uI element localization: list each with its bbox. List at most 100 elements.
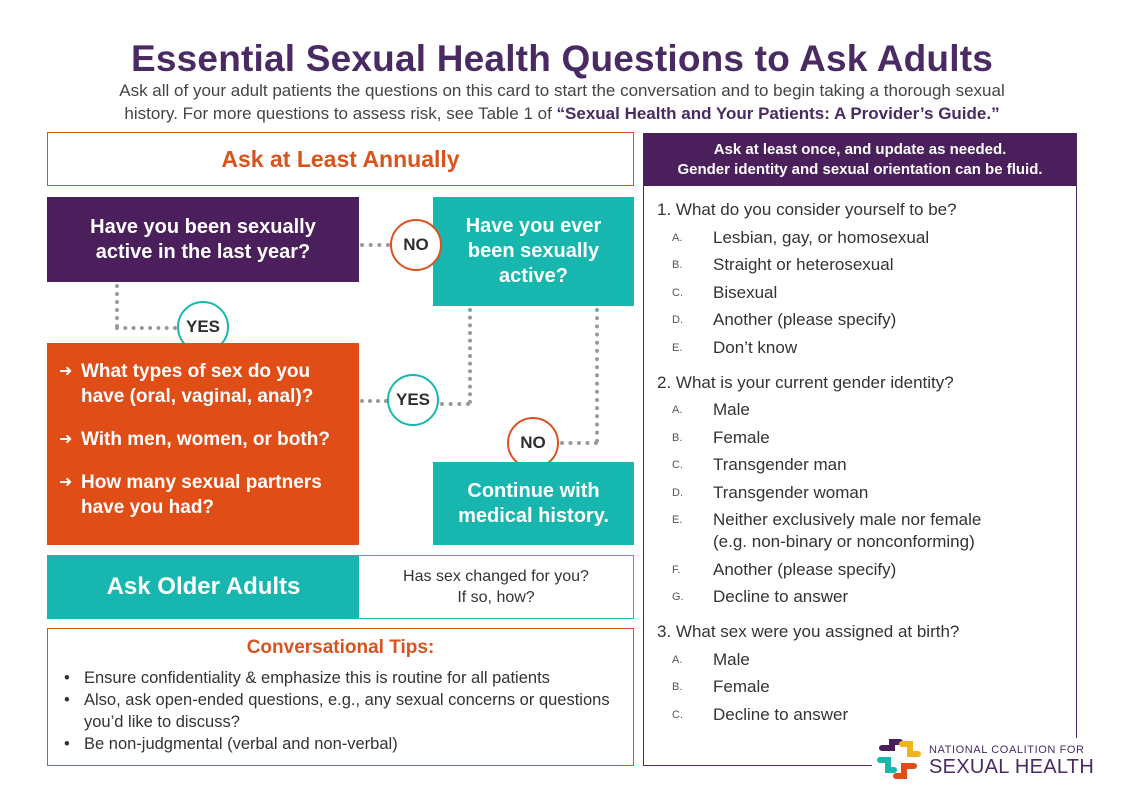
yes-bubble-2: YES [387,374,439,426]
option-text: Straight or heterosexual [713,255,894,274]
identity-questions-panel: Ask at least once, and update as needed.… [643,133,1077,766]
ncsh-logo-icon [877,739,921,779]
answer-option: C. Decline to answer [657,704,1068,726]
answer-option: B. Female [657,676,1068,698]
option-text: Male [713,649,750,669]
answer-option: G. Decline to answer [657,586,1068,608]
connector-line [560,441,598,445]
logo-name: SEXUAL HEALTH [929,756,1095,778]
option-letter: B. [672,259,683,271]
option-letter: B. [672,681,683,693]
question-block-orientation: 1. What do you consider yourself to be? … [644,199,1076,359]
question-text: With men, women, or both? [81,429,330,450]
connector-line [440,402,470,406]
tip-item: Be non-judgmental (verbal and non-verbal… [62,733,619,755]
question-ever-sexually-active: Have you ever been sexually active? [433,197,634,306]
answer-option: A. Male [657,399,1068,421]
option-text: Another (please specify) [713,310,897,329]
intro-line-2: history. For more questions to assess ri… [124,104,557,123]
older-adults-label: Ask Older Adults [48,556,359,618]
connector-line [115,284,119,328]
page-title: Essential Sexual Health Questions to Ask… [131,38,993,79]
option-letter: F. [672,563,681,576]
option-text: Decline to answer [713,704,849,724]
option-text: Lesbian, gay, or homosexual [713,227,930,247]
answer-option: F. Another (please specify) [657,559,1068,581]
option-letter: A. [672,653,683,666]
answer-option: D. Another (please specify) [657,309,1068,331]
older-question-line-2: If so, how? [457,589,535,606]
question-block-assigned-sex: 3. What sex were you assigned at birth? … [644,621,1076,726]
option-letter: C. [672,708,683,721]
answer-option: C. Bisexual [657,282,1068,304]
connector-line [360,399,388,403]
option-text: Don’t know [713,337,798,357]
answer-option: B. Straight or heterosexual [657,254,1068,276]
option-letter: B. [672,431,683,444]
option-text: Female [713,677,770,696]
identity-panel-header: Ask at least once, and update as needed.… [644,133,1076,186]
older-question-line-1: Has sex changed for you? [403,568,589,585]
connector-line [360,243,390,247]
intro-line-1: Ask all of your adult patients the quest… [119,81,1005,100]
question-item: ➜ How many sexual partners have you had? [59,470,349,520]
option-text: Transgender man [713,455,847,474]
question-sexually-active-last-year: Have you been sexually active in the las… [47,197,359,282]
identity-header-line-2: Gender identity and sexual orientation c… [677,160,1043,178]
provider-guide-title: “Sexual Health and Your Patients: A Prov… [556,104,1000,123]
connector-line [595,308,599,443]
option-letter: D. [672,486,683,499]
answer-option: C. Transgender man [657,454,1068,476]
option-text: Decline to answer [713,587,849,606]
connector-line [115,326,177,330]
option-text: Transgender woman [713,482,869,502]
option-text: Female [713,427,770,447]
option-letter: C. [672,286,683,299]
tips-list: Ensure confidentiality & emphasize this … [62,667,619,755]
answer-option: E. Neither exclusively male nor female (e.… [657,509,1068,553]
annual-header: Ask at Least Annually [47,132,634,186]
option-letter: G. [672,591,684,603]
identity-header-line-1: Ask at least once, and update as needed. [713,140,1007,158]
option-letter: E. [672,514,683,526]
sexual-history-questions: ➜ What types of sex do you have (oral, v… [47,343,359,545]
connector-line [468,308,472,404]
question-text: How many sexual partners have you had? [81,472,322,518]
option-text: Neither exclusively male nor female (e.g.… [696,509,981,553]
arrow-icon: ➜ [59,363,73,380]
arrow-icon: ➜ [59,431,73,448]
option-text: Bisexual [713,282,778,302]
question-title: 2. What is your current gender identity? [657,372,954,392]
answer-option: B. Female [657,427,1068,449]
option-text-line-2: (e.g. non-binary or nonconforming) [713,532,975,551]
answer-option: A. Male [657,649,1068,671]
option-letter: A. [672,231,683,244]
conversational-tips: Conversational Tips: Ensure confidential… [47,628,634,766]
ncsh-logo: NATIONAL COALITION FOR SEXUAL HEALTH [872,738,1102,782]
question-item: ➜ With men, women, or both? [59,427,349,452]
no-bubble-1: NO [390,219,442,271]
question-title: 1. What do you consider yourself to be? [657,200,957,219]
option-text-line-1: Neither exclusively male nor female [713,510,982,529]
option-letter: C. [672,459,683,471]
continue-medical-history: Continue with medical history. [433,462,634,545]
intro-text: Ask all of your adult patients the quest… [40,79,1084,125]
question-item: ➜ What types of sex do you have (oral, v… [59,359,349,409]
option-letter: E. [672,341,683,354]
question-title: 3. What sex were you assigned at birth? [657,622,960,641]
older-adults-row: Ask Older Adults Has sex changed for you… [47,555,634,619]
answer-option: D. Transgender woman [657,482,1068,504]
answer-option: A. Lesbian, gay, or homosexual [657,227,1068,249]
logo-tagline: NATIONAL COALITION FOR [929,744,1085,756]
tips-title: Conversational Tips: [246,637,435,658]
option-text: Male [713,400,750,419]
question-text: What types of sex do you have (oral, vag… [81,361,314,407]
answer-option: E. Don’t know [657,337,1068,359]
tip-item: Ensure confidentiality & emphasize this … [62,667,619,689]
option-letter: D. [672,314,683,326]
tip-item: Also, ask open-ended questions, e.g., an… [62,689,619,733]
arrow-icon: ➜ [59,474,73,491]
option-text: Another (please specify) [713,559,897,579]
older-adults-question: Has sex changed for you? If so, how? [359,556,633,618]
question-block-gender-identity: 2. What is your current gender identity?… [644,372,1076,609]
